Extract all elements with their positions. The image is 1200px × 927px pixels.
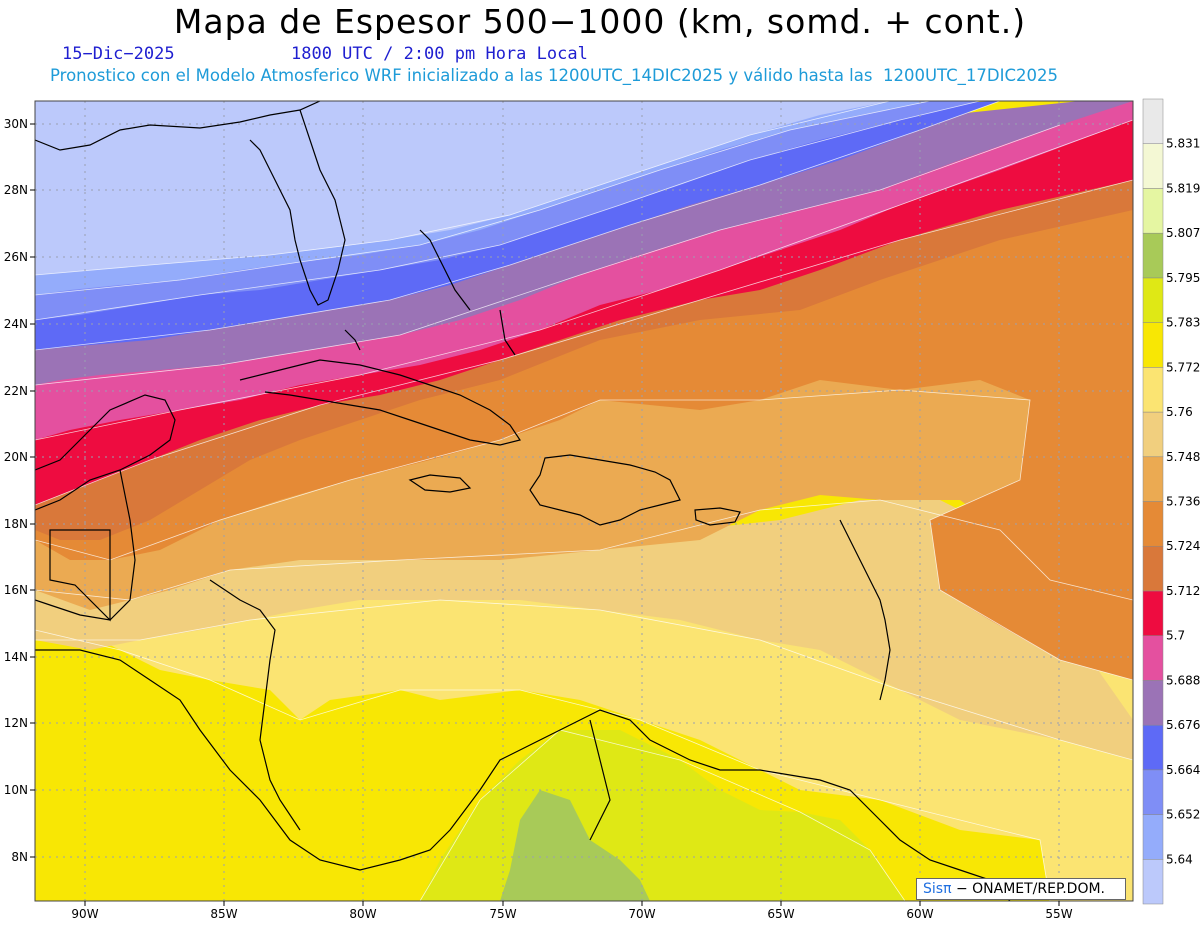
credit-box: Sisπ − ONAMET/REP.DOM. <box>916 878 1126 900</box>
credit-org: − ONAMET/REP.DOM. <box>955 881 1106 897</box>
colorbar-swatch <box>1142 232 1164 279</box>
colorbar-swatch <box>1142 859 1164 905</box>
brand-logo: Sisπ <box>923 881 952 897</box>
lat-label: 18N <box>4 517 28 531</box>
colorbar-label: 5.64 <box>1166 852 1193 866</box>
colorbar-swatch <box>1142 456 1164 502</box>
lon-label: 65W <box>767 907 794 921</box>
colorbar-label: 5.688 <box>1166 673 1200 687</box>
longitude-axis: 90W 85W 80W 75W 70W 65W 60W 55W <box>71 907 1072 921</box>
lon-label: 70W <box>628 907 655 921</box>
colorbar-swatch <box>1142 411 1164 458</box>
colorbar-swatch <box>1142 635 1164 681</box>
colorbar-swatch <box>1142 501 1164 547</box>
forecast-date: 15−Dic−2025 <box>62 44 175 64</box>
colorbar-swatch <box>1142 545 1164 592</box>
latitude-axis: 30N 28N 26N 24N 22N 20N 18N 16N 14N 12N … <box>4 117 28 864</box>
colorbar-label: 5.652 <box>1166 808 1200 822</box>
lat-label: 8N <box>11 850 28 864</box>
colorbar-label: 5.712 <box>1166 584 1200 598</box>
coastlines <box>35 101 1011 901</box>
colorbar-swatch <box>1142 724 1164 771</box>
lat-label: 16N <box>4 583 28 597</box>
forecast-time: 1800 UTC / 2:00 pm Hora Local <box>291 44 588 64</box>
colorbar-swatch <box>1142 680 1164 726</box>
lon-label: 90W <box>71 907 98 921</box>
lat-label: 20N <box>4 450 28 464</box>
colorbar-label: 5.664 <box>1166 763 1200 777</box>
colorbar-swatch <box>1142 277 1164 323</box>
lat-label: 22N <box>4 384 28 398</box>
lon-label: 85W <box>210 907 237 921</box>
colorbar-swatch <box>1142 590 1164 636</box>
map-title: Mapa de Espesor 500−1000 (km, somd. + co… <box>173 2 1027 41</box>
lon-label: 75W <box>489 907 516 921</box>
colorbar-swatch <box>1142 143 1164 189</box>
lat-label: 14N <box>4 650 28 664</box>
lat-label: 12N <box>4 716 28 730</box>
colorbar: 5.64 5.652 5.664 5.676 5.688 5.7 5.712 5.724 5.7… <box>1142 98 1200 905</box>
lat-label: 28N <box>4 183 28 197</box>
colorbar-label: 5.7 <box>1166 629 1185 643</box>
colorbar-label: 5.783 <box>1166 316 1200 330</box>
colorbar-label: 5.736 <box>1166 495 1200 509</box>
colorbar-label: 5.724 <box>1166 539 1200 553</box>
colorbar-swatch <box>1142 98 1164 144</box>
colorbar-swatch <box>1142 188 1164 234</box>
colorbar-label: 5.772 <box>1166 360 1200 374</box>
colorbar-label: 5.676 <box>1166 718 1200 732</box>
colorbar-label: 5.748 <box>1166 450 1200 464</box>
lon-label: 60W <box>906 907 933 921</box>
colorbar-swatch <box>1142 814 1164 860</box>
colorbar-label: 5.819 <box>1166 181 1200 195</box>
colorbar-label: 5.76 <box>1166 405 1193 419</box>
lon-label: 80W <box>349 907 376 921</box>
colorbar-label: 5.807 <box>1166 226 1200 240</box>
forecast-description: Pronostico con el Modelo Atmosferico WRF… <box>50 66 1058 85</box>
lat-label: 24N <box>4 317 28 331</box>
colorbar-label: 5.831 <box>1166 137 1200 151</box>
lat-label: 10N <box>4 783 28 797</box>
map-frame <box>34 100 1134 902</box>
lon-label: 55W <box>1045 907 1072 921</box>
colorbar-label: 5.795 <box>1166 271 1200 285</box>
colorbar-swatch <box>1142 769 1164 815</box>
colorbar-swatch <box>1142 367 1164 413</box>
colorbar-swatch <box>1142 322 1164 368</box>
thickness-bands <box>35 101 1133 901</box>
lat-label: 30N <box>4 117 28 131</box>
lat-label: 26N <box>4 250 28 264</box>
